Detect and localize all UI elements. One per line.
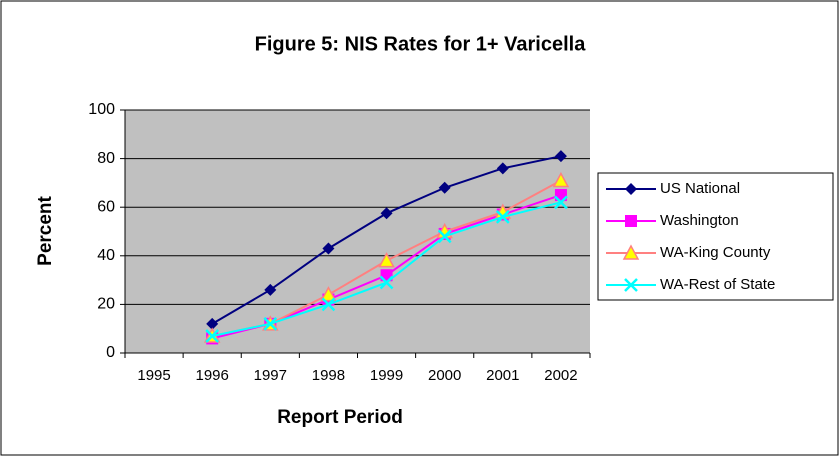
marker bbox=[320, 286, 337, 302]
marker bbox=[321, 297, 336, 312]
marker bbox=[552, 171, 570, 188]
legend-marker bbox=[622, 244, 640, 260]
legend-label: WA-Rest of State bbox=[660, 276, 775, 293]
y-tick-label: 60 bbox=[97, 198, 115, 215]
marker bbox=[263, 316, 278, 331]
legend-marker bbox=[625, 183, 637, 195]
marker bbox=[438, 181, 451, 194]
x-tick-label: 1999 bbox=[370, 367, 403, 384]
chart-title: Figure 5: NIS Rates for 1+ Varicella bbox=[255, 33, 587, 55]
y-tick-label: 100 bbox=[88, 101, 115, 118]
legend bbox=[597, 172, 834, 301]
marker bbox=[554, 195, 568, 210]
marker bbox=[322, 242, 335, 255]
x-tick-label: 2002 bbox=[544, 367, 577, 384]
marker bbox=[496, 162, 509, 175]
legend-label: US National bbox=[660, 180, 740, 197]
y-tick-label: 80 bbox=[97, 150, 115, 167]
y-tick-label: 20 bbox=[97, 296, 115, 313]
marker bbox=[205, 329, 220, 343]
x-tick-label: 1998 bbox=[312, 367, 345, 384]
legend-label: Washington bbox=[660, 212, 739, 229]
x-tick-label: 1996 bbox=[196, 367, 229, 384]
marker bbox=[437, 229, 452, 244]
x-axis-title: Report Period bbox=[277, 407, 403, 428]
legend-marker bbox=[625, 215, 637, 227]
y-tick-label: 0 bbox=[106, 344, 115, 361]
marker bbox=[264, 283, 277, 296]
legend-label: WA-King County bbox=[660, 244, 771, 261]
x-tick-label: 1995 bbox=[137, 367, 170, 384]
legend-marker bbox=[624, 278, 638, 292]
marker bbox=[378, 252, 395, 268]
marker bbox=[380, 207, 393, 220]
x-tick-label: 2000 bbox=[428, 367, 461, 384]
marker bbox=[495, 210, 510, 224]
x-tick-label: 1997 bbox=[254, 367, 287, 384]
y-tick-label: 40 bbox=[97, 247, 115, 264]
marker bbox=[206, 317, 219, 330]
y-axis-title: Percent bbox=[35, 195, 56, 265]
x-tick-label: 2001 bbox=[486, 367, 519, 384]
marker bbox=[554, 150, 567, 163]
marker bbox=[379, 275, 394, 290]
